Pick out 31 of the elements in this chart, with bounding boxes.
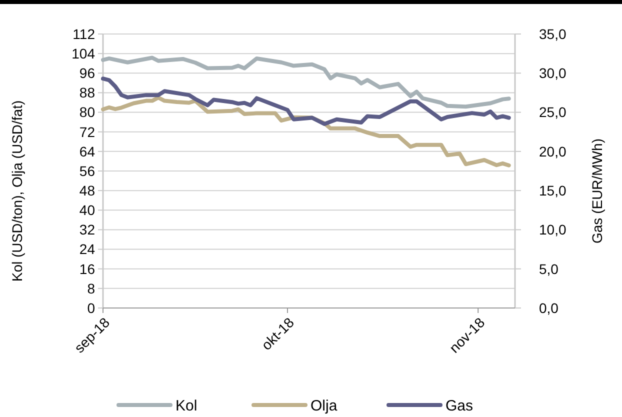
y-tick-label: 40 [79,202,96,218]
y2-tick-label: 25,0 [539,104,566,120]
y-tick-label: 56 [79,162,96,179]
line-series [101,56,511,109]
y2-axis-title: Gas (EUR/MWh) [589,138,605,244]
y-tick-label: 24 [79,241,96,258]
y-tick-label: 80 [79,104,96,120]
y-tick-label: 72 [79,124,96,140]
y2-tick-label: 30,0 [539,65,566,82]
y2-tick-label: 10,0 [539,222,566,238]
y-tick-label: 0 [87,300,96,316]
y2-tick-label: 20,0 [539,143,566,160]
y-tick-label: 88 [79,84,96,101]
y2-tick-label: 15,0 [539,182,566,198]
y2-tick-label: 35,0 [539,26,566,42]
y-tick-label: 16 [79,260,96,277]
y2-tick-label: 5,0 [539,260,559,277]
y-axis-title: Kol (USD/ton), Olja (USD/fat) [9,100,25,282]
legend-label: Olja [310,397,338,414]
y2-tick-label: 0,0 [539,300,559,316]
legend-label: Gas [446,397,474,414]
line-series [101,96,511,168]
y-tick-label: 32 [79,222,96,238]
y-tick-label: 104 [72,45,96,62]
y-tick-label: 48 [79,182,96,198]
y-tick-label: 8 [87,280,96,296]
line-series [101,76,511,126]
legend-label: Kol [176,397,198,414]
y-tick-label: 64 [79,143,96,160]
y-tick-label: 96 [79,65,96,82]
y-tick-label: 112 [72,26,96,42]
